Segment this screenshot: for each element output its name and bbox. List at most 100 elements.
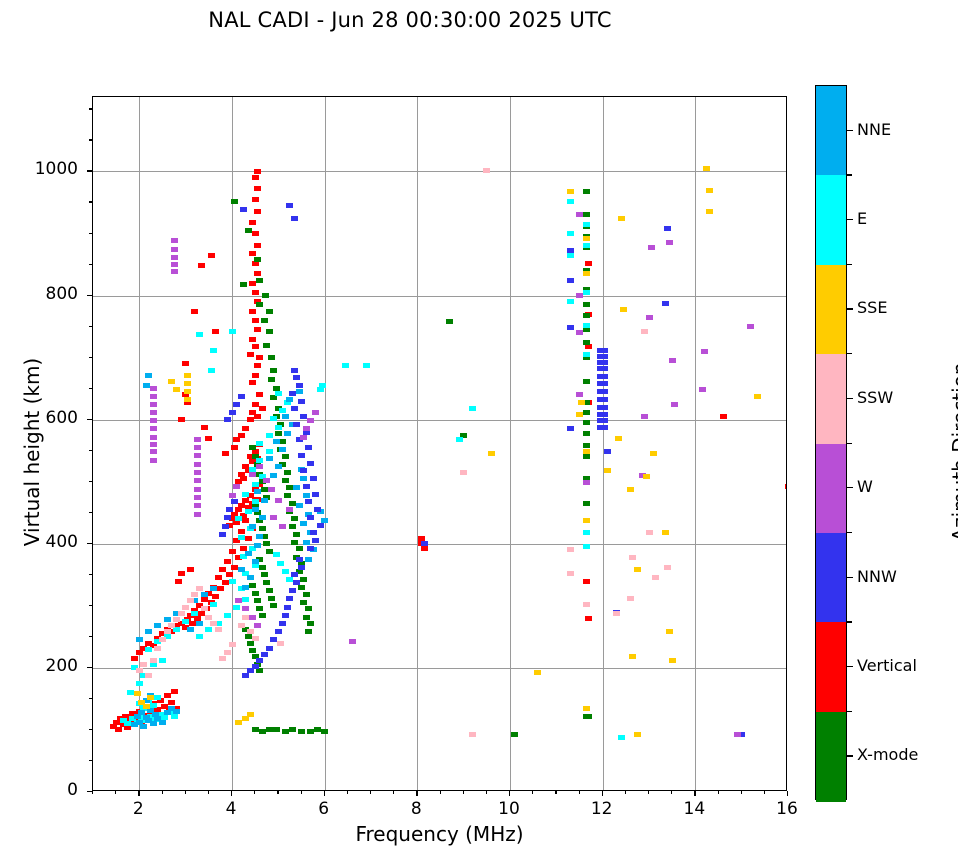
colorbar-band-x-mode[interactable] — [816, 711, 846, 802]
data-point — [145, 640, 153, 646]
data-point — [230, 499, 238, 505]
data-point — [601, 412, 609, 418]
colorbar-band-w[interactable] — [816, 443, 846, 534]
data-point — [163, 693, 171, 699]
data-point — [247, 711, 255, 717]
data-point — [291, 540, 299, 546]
data-point — [149, 662, 157, 668]
data-point — [272, 386, 280, 392]
data-point — [487, 451, 495, 457]
data-point — [251, 449, 259, 455]
data-point — [256, 657, 264, 663]
x-tick-minor — [300, 791, 302, 794]
data-point — [182, 625, 190, 631]
data-point — [140, 672, 148, 678]
data-point — [566, 426, 574, 432]
data-marks-layer — [93, 97, 786, 790]
data-point — [265, 329, 273, 335]
data-point — [277, 640, 285, 646]
data-point — [237, 471, 245, 477]
colorbar-band-vertical[interactable] — [816, 622, 846, 713]
data-point — [661, 530, 669, 536]
data-point — [258, 474, 266, 480]
data-point — [281, 612, 289, 618]
grid-line-horizontal — [93, 295, 786, 297]
data-point — [149, 449, 157, 455]
x-tick-minor — [161, 791, 163, 794]
data-point — [288, 727, 296, 733]
y-tick-label: 0 — [67, 780, 78, 800]
colorbar-band-nnw[interactable] — [816, 532, 846, 623]
colorbar-band-e[interactable] — [816, 175, 846, 266]
data-point — [585, 260, 593, 266]
data-point — [244, 550, 252, 556]
data-point — [265, 727, 273, 733]
data-point — [288, 500, 296, 506]
data-point — [304, 606, 312, 612]
colorbar-band-ssw[interactable] — [816, 354, 846, 444]
data-point — [145, 629, 153, 635]
data-point — [251, 654, 259, 660]
data-point — [304, 511, 312, 517]
data-point — [191, 610, 199, 616]
data-point — [582, 352, 590, 358]
data-point — [154, 645, 162, 651]
data-point — [145, 372, 153, 378]
plot-area — [92, 96, 787, 791]
data-point — [284, 492, 292, 498]
colorbar-band-sse[interactable] — [816, 264, 846, 355]
colorbar[interactable] — [815, 85, 847, 802]
colorbar-boundary-tick — [847, 263, 852, 266]
data-point — [209, 602, 217, 608]
data-point — [566, 325, 574, 331]
data-point — [270, 473, 278, 479]
grid-line-horizontal — [93, 543, 786, 545]
data-point — [321, 517, 329, 523]
data-point — [244, 536, 252, 542]
y-tick-minor — [89, 604, 92, 607]
colorbar-band-nne[interactable] — [816, 86, 846, 176]
data-point — [228, 548, 236, 554]
data-point — [223, 649, 231, 655]
data-point — [258, 525, 266, 531]
data-point — [256, 533, 264, 539]
data-point — [274, 406, 282, 411]
x-tick-minor — [671, 791, 673, 794]
data-point — [205, 435, 213, 441]
data-point — [260, 486, 268, 492]
data-point — [784, 484, 786, 490]
data-point — [133, 691, 141, 697]
data-point — [237, 502, 245, 508]
data-point — [582, 188, 590, 194]
data-point — [235, 598, 243, 604]
data-point — [170, 246, 178, 252]
data-point — [566, 231, 574, 237]
data-point — [233, 604, 241, 610]
data-point — [191, 308, 199, 314]
data-point — [279, 407, 287, 413]
data-point — [135, 720, 143, 725]
data-point — [270, 603, 278, 609]
data-point — [582, 500, 590, 506]
data-point — [207, 367, 215, 373]
data-point — [274, 463, 282, 469]
data-point — [274, 424, 282, 430]
data-point — [633, 732, 641, 738]
data-point — [251, 664, 259, 670]
x-tick-label: 2 — [132, 799, 144, 819]
data-point — [256, 482, 264, 488]
data-point — [135, 680, 143, 686]
data-point — [163, 616, 171, 622]
data-point — [309, 476, 317, 482]
data-point — [251, 499, 259, 505]
data-point — [126, 690, 134, 696]
data-point — [260, 651, 268, 657]
data-point — [191, 592, 199, 598]
data-point — [196, 331, 204, 337]
data-point — [348, 639, 356, 645]
data-point — [149, 393, 157, 399]
data-point — [200, 606, 208, 612]
data-point — [228, 492, 236, 498]
data-point — [242, 626, 250, 632]
